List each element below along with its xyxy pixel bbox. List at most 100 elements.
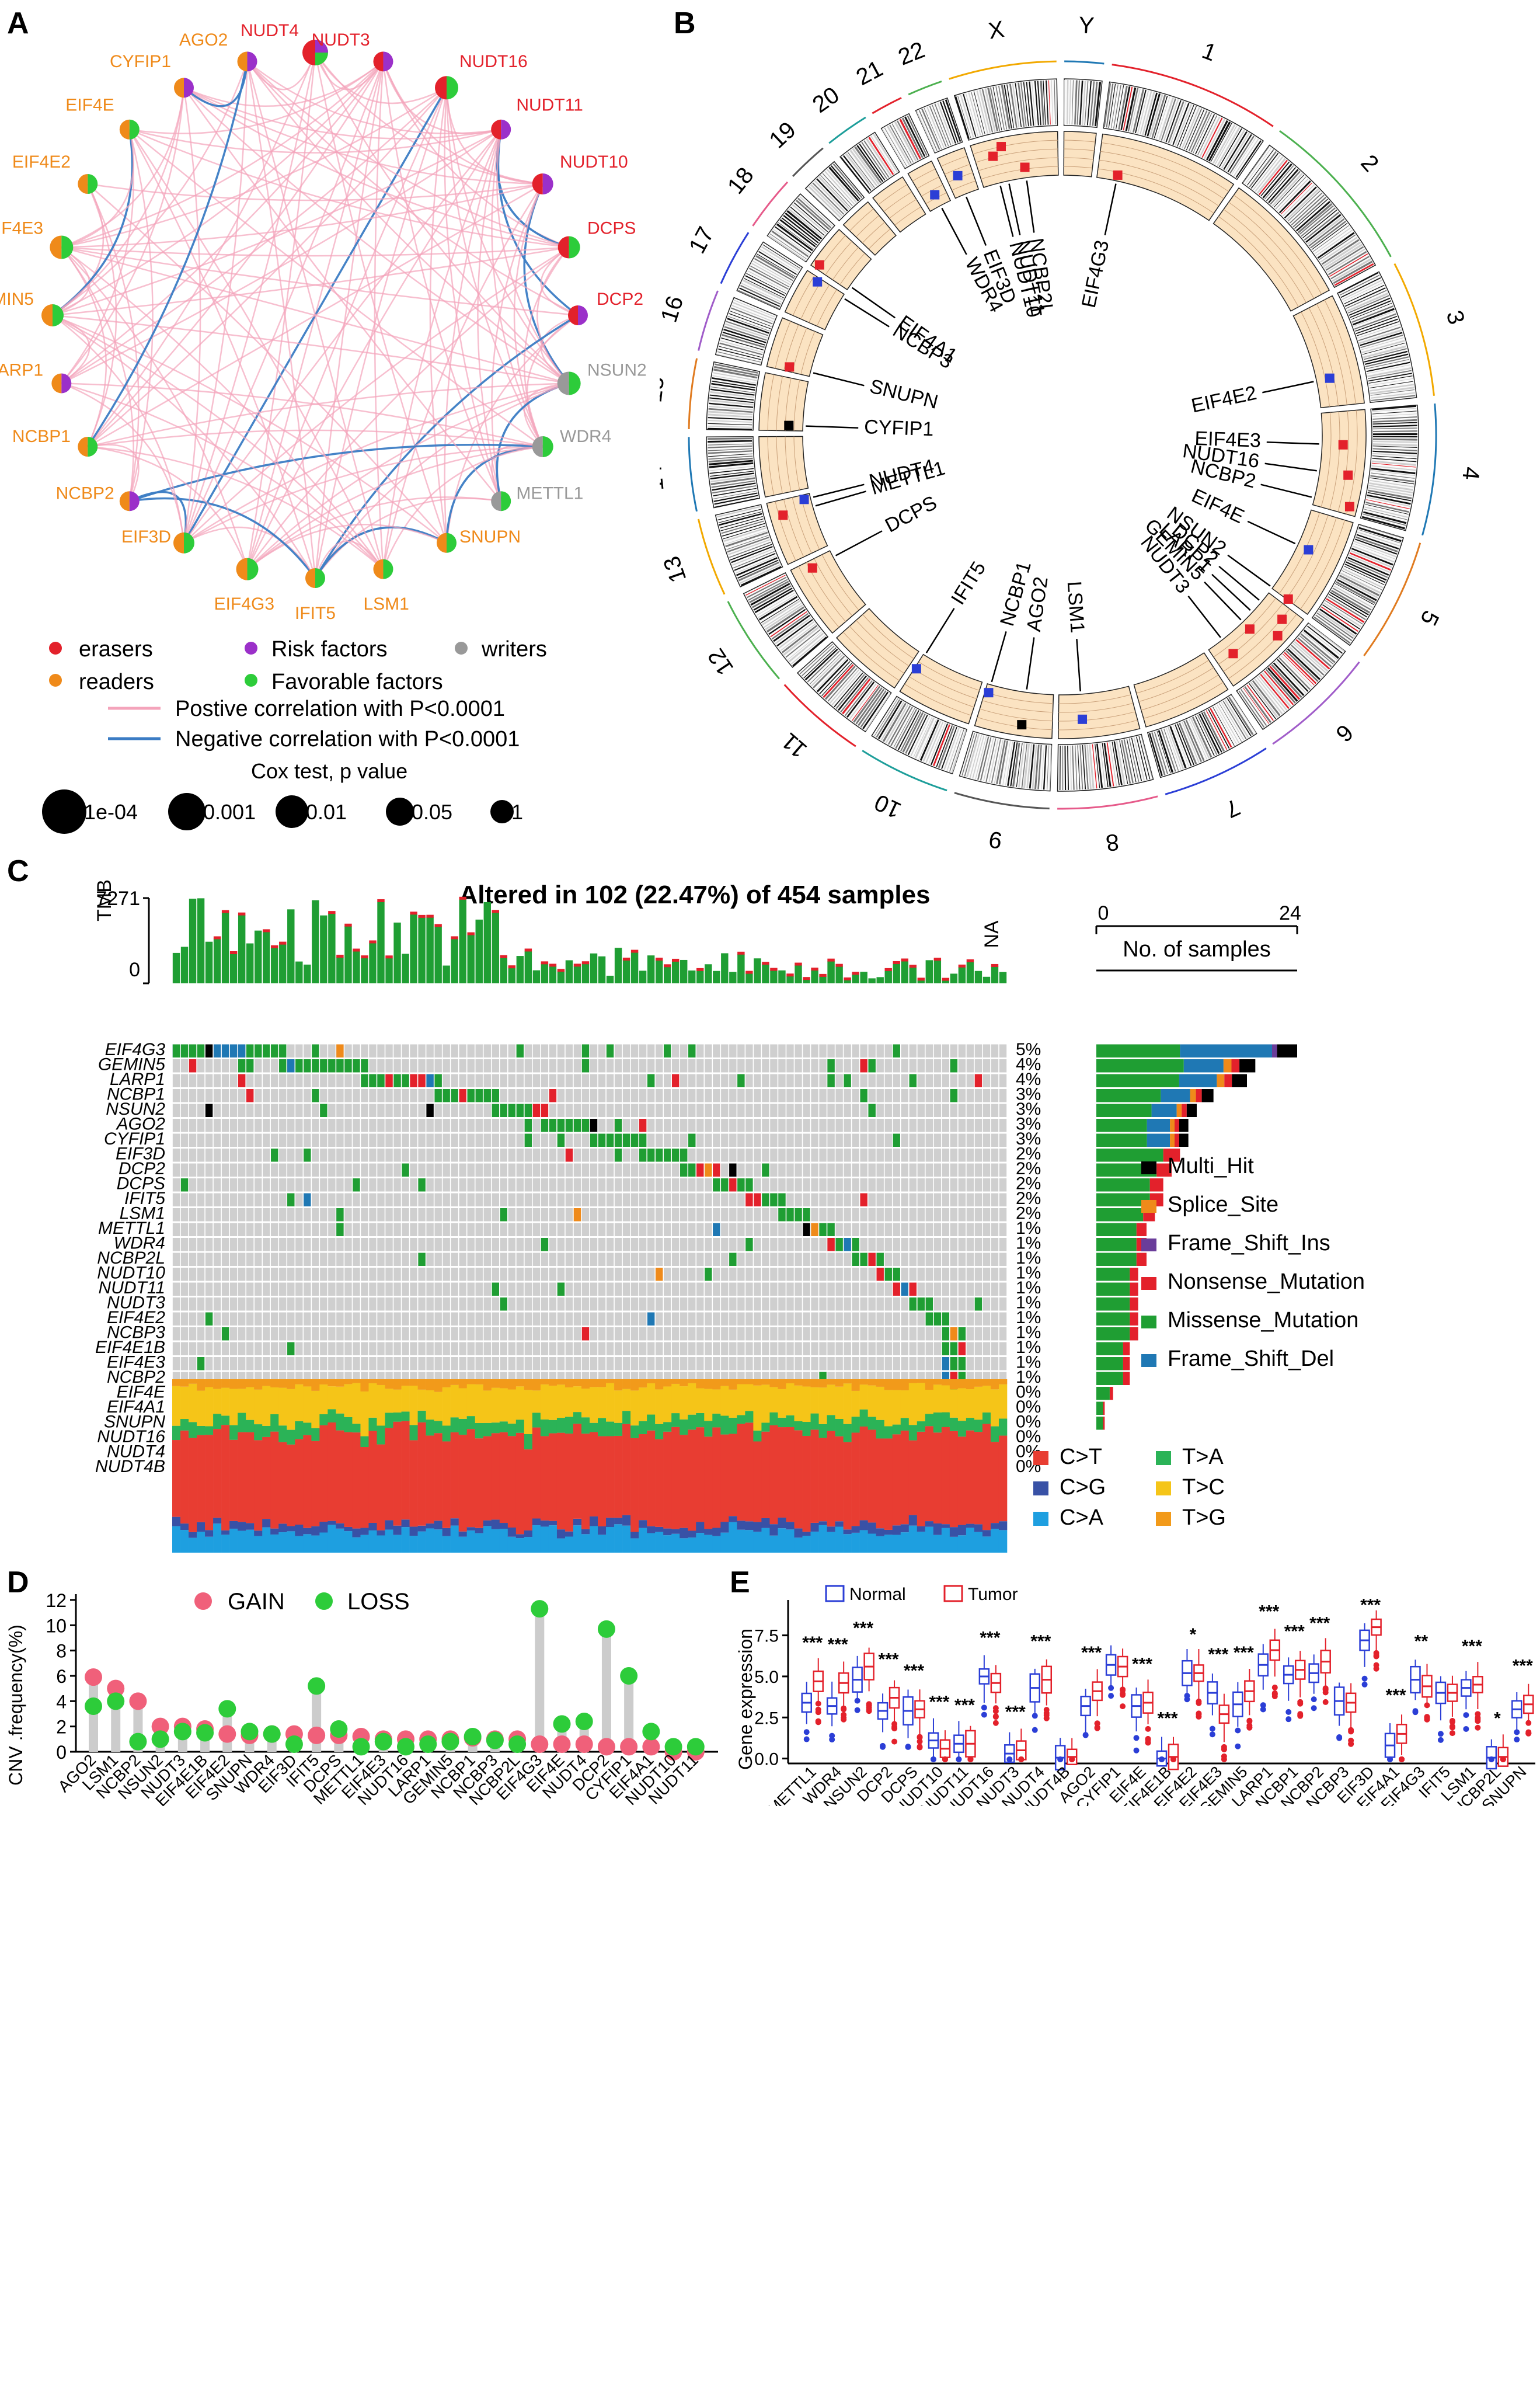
onco-mutation [189, 1059, 197, 1073]
onco-cell [402, 1193, 409, 1206]
substitution-bar [753, 1379, 762, 1386]
nsamples-min-tick: 0 [1098, 902, 1109, 924]
onco-cell [745, 1208, 753, 1222]
onco-cell [353, 1282, 360, 1296]
substitution-bars [172, 1379, 1008, 1553]
onco-cell [426, 1282, 434, 1296]
chrom-band [1084, 81, 1089, 126]
onco-cell [713, 1282, 720, 1296]
onco-cell [958, 1133, 966, 1147]
onco-cell [917, 1282, 925, 1296]
chrom-ideogram [766, 193, 835, 263]
substitution-bar [360, 1436, 369, 1448]
chrom-band [719, 513, 762, 526]
onco-cell [451, 1282, 458, 1296]
onco-cell [304, 1089, 311, 1102]
chrom-band [884, 127, 907, 166]
onco-cell [745, 1163, 753, 1177]
chrom-arc [1057, 795, 1158, 810]
chrom-band [1368, 375, 1413, 384]
onco-cell [713, 1119, 720, 1132]
onco-cell [778, 1327, 786, 1341]
chrom-band [816, 178, 848, 211]
chrom-band [1372, 455, 1417, 460]
onco-cell [688, 1297, 696, 1311]
chrom-band [1372, 458, 1417, 462]
chrom-band [720, 516, 763, 529]
onco-cell [917, 1178, 925, 1192]
chrom-band [1368, 489, 1412, 499]
chrom-band [740, 564, 781, 584]
onco-cell [557, 1044, 565, 1057]
substitution-bar [581, 1417, 590, 1434]
nsamples-bar [1096, 1268, 1130, 1281]
onco-cell [385, 1133, 393, 1147]
onco-cell [982, 1357, 991, 1370]
chrom-band [822, 173, 853, 207]
onco-cell [254, 1268, 262, 1281]
onco-cell [974, 1104, 982, 1117]
onco-cell [844, 1149, 851, 1162]
onco-cell [925, 1208, 933, 1222]
chrom-band [746, 273, 786, 294]
onco-cell [320, 1297, 327, 1311]
onco-cell [475, 1193, 483, 1206]
onco-cell [598, 1268, 606, 1281]
onco-cell [524, 1253, 532, 1266]
onco-mutation [426, 1104, 434, 1117]
onco-cell [835, 1149, 843, 1162]
onco-cell [172, 1282, 180, 1296]
onco-cell [901, 1223, 908, 1236]
substitution-bar [622, 1525, 631, 1553]
substitution-bar [532, 1518, 541, 1526]
onco-cell [189, 1193, 197, 1206]
onco-cell [402, 1133, 409, 1147]
onco-cell [328, 1238, 336, 1251]
onco-cell [402, 1178, 409, 1192]
substitution-bar [360, 1391, 369, 1436]
onco-cell [361, 1268, 368, 1281]
chrom-band [734, 300, 776, 318]
substitution-bar [417, 1525, 426, 1532]
onco-cell [336, 1149, 344, 1162]
chrom-band [866, 138, 892, 176]
chrom-label: 20 [808, 82, 844, 118]
chrom-band [1278, 180, 1311, 214]
onco-cell [426, 1133, 434, 1147]
onco-cell [180, 1282, 189, 1296]
onco-cell [835, 1312, 843, 1326]
positive-edge [88, 446, 248, 570]
onco-cell [680, 1223, 688, 1236]
onco-cell [680, 1238, 688, 1251]
onco-cell [917, 1268, 925, 1281]
chrom-band [1343, 282, 1384, 302]
onco-cell [663, 1133, 671, 1147]
tmb-bar [418, 917, 426, 983]
onco-cell [565, 1044, 573, 1057]
substitution-bar [450, 1432, 459, 1519]
onco-cell [942, 1223, 950, 1236]
onco-cell [581, 1268, 590, 1281]
nsamples-bar [1147, 1133, 1170, 1147]
onco-mutation [565, 1119, 573, 1132]
chrom-band [907, 115, 928, 156]
onco-cell [729, 1297, 737, 1311]
node-label: GEMIN5 [0, 290, 34, 309]
substitution-bar [229, 1379, 238, 1389]
onco-cell [844, 1282, 851, 1296]
onco-cell [434, 1208, 442, 1222]
chrom-band [965, 93, 978, 137]
chrom-band [1361, 340, 1405, 353]
onco-cell [426, 1059, 434, 1073]
tmb-bar [287, 909, 295, 983]
onco-cell [320, 1163, 327, 1177]
chrom-label: 12 [703, 644, 738, 680]
onco-cell [901, 1059, 908, 1073]
onco-cell [663, 1268, 671, 1281]
substitution-bar [737, 1384, 745, 1415]
onco-cell [287, 1044, 295, 1057]
substitution-bar [475, 1379, 484, 1384]
onco-cell [557, 1163, 565, 1177]
chrom-band [1302, 209, 1337, 239]
onco-mutation [876, 1268, 884, 1281]
